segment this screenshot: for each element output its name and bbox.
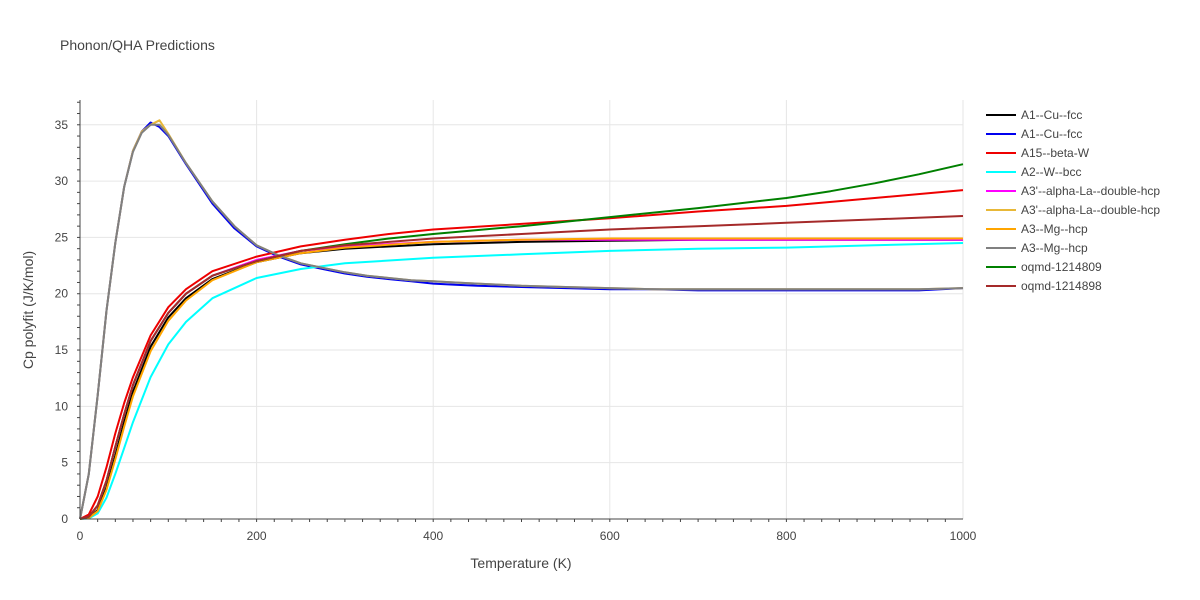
legend-label: oqmd-1214809 — [1021, 260, 1102, 274]
legend-label: A3--Mg--hcp — [1021, 222, 1088, 236]
x-tick-label: 0 — [77, 529, 84, 543]
legend-label: A3'--alpha-La--double-hcp — [1021, 203, 1160, 217]
y-axis-label: Cp polyfit (J/K/mol) — [20, 251, 36, 369]
series-line-7[interactable] — [79, 123, 964, 520]
series-line-6[interactable] — [79, 237, 963, 520]
x-axis: 0 200 400 600 800 1000 — [77, 518, 977, 543]
x-tick-label: 400 — [423, 529, 443, 543]
series-line-3[interactable] — [79, 242, 964, 520]
series-line-1[interactable] — [79, 121, 964, 520]
series-line-2[interactable] — [79, 189, 964, 520]
legend-label: A3'--alpha-La--double-hcp — [1021, 184, 1160, 198]
legend-item[interactable]: A1--Cu--fcc — [986, 127, 1082, 141]
y-axis: 0 5 10 15 20 25 30 35 — [55, 100, 81, 526]
y-tick-label: 30 — [55, 174, 69, 188]
x-tick-label: 200 — [247, 529, 267, 543]
legend-label: A1--Cu--fcc — [1021, 127, 1082, 141]
legend-item[interactable]: A3--Mg--hcp — [986, 241, 1088, 255]
legend-item[interactable]: A3'--alpha-La--double-hcp — [986, 184, 1160, 198]
series-line-9[interactable] — [79, 215, 964, 520]
y-tick-label: 5 — [61, 456, 68, 470]
legend-item[interactable]: A3'--alpha-La--double-hcp — [986, 203, 1160, 217]
series-line-0[interactable] — [79, 238, 963, 520]
chart-title: Phonon/QHA Predictions — [60, 37, 215, 53]
y-tick-label: 15 — [55, 343, 69, 357]
plot-area[interactable] — [79, 119, 964, 520]
x-tick-label: 800 — [776, 529, 796, 543]
legend-item[interactable]: A15--beta-W — [986, 146, 1090, 160]
legend[interactable]: A1--Cu--fcc A1--Cu--fcc A15--beta-W A2--W--… — [986, 108, 1160, 293]
legend-item[interactable]: A2--W--bcc — [986, 165, 1081, 179]
legend-label: A1--Cu--fcc — [1021, 108, 1082, 122]
series-line-8[interactable] — [79, 163, 964, 520]
legend-item[interactable]: A3--Mg--hcp — [986, 222, 1088, 236]
y-tick-label: 20 — [55, 287, 69, 301]
legend-item[interactable]: A1--Cu--fcc — [986, 108, 1082, 122]
x-tick-label: 1000 — [950, 529, 977, 543]
x-axis-label: Temperature (K) — [470, 555, 571, 571]
legend-label: A2--W--bcc — [1021, 165, 1081, 179]
legend-item[interactable]: oqmd-1214809 — [986, 260, 1102, 274]
y-tick-label: 10 — [55, 399, 69, 413]
y-tick-label: 35 — [55, 118, 69, 132]
legend-label: oqmd-1214898 — [1021, 279, 1102, 293]
legend-label: A15--beta-W — [1021, 146, 1090, 160]
legend-label: A3--Mg--hcp — [1021, 241, 1088, 255]
series-line-4[interactable] — [79, 238, 963, 520]
grid — [80, 100, 964, 519]
legend-item[interactable]: oqmd-1214898 — [986, 279, 1102, 293]
series-line-5[interactable] — [79, 119, 964, 520]
y-tick-label: 25 — [55, 230, 69, 244]
y-tick-label: 0 — [61, 512, 68, 526]
x-tick-label: 600 — [600, 529, 620, 543]
